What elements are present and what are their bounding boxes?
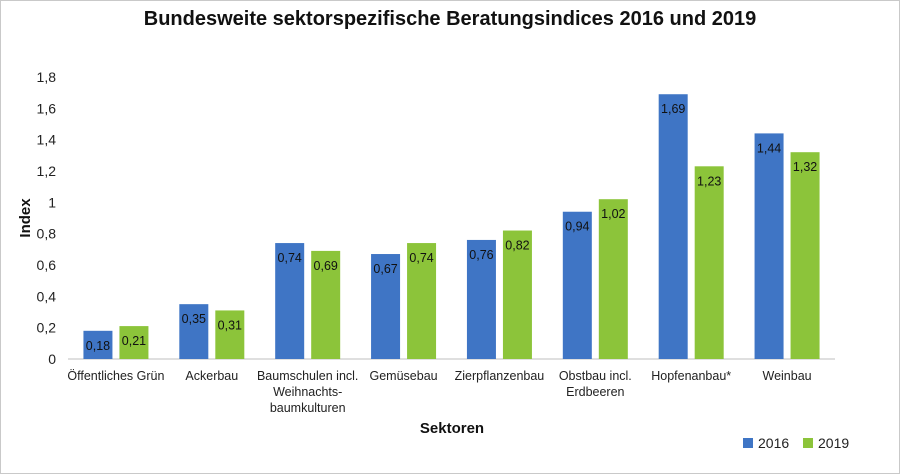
x-category-label: Baumschulen incl. Weihnachts-baumkulturen [257,369,358,415]
data-label: 1,02 [601,207,625,221]
bar-2016 [179,304,209,359]
y-tick-label: 1,2 [37,163,57,179]
legend-swatch-2016 [743,438,753,448]
bar-2019 [407,243,437,359]
legend-label-2019: 2019 [818,435,849,451]
bar-2016 [275,243,305,359]
bars: 0,18 0,35 0,74 0,67 0,76 0,94 1,69 1,44 0,21 0,31… [83,94,820,359]
data-label: 0,82 [505,239,529,253]
data-label: 0,18 [86,339,110,353]
bar-2019 [311,250,341,359]
bar-2016 [371,254,401,359]
y-tick-label: 0,6 [37,257,57,273]
data-label: 0,74 [278,251,302,265]
x-axis-title: Sektoren [420,420,484,437]
y-tick-label: 0,8 [37,226,57,242]
legend-label-2016: 2016 [758,435,789,451]
x-category-label: Gemüsebau [370,369,438,383]
x-axis-categories: Öffentliches Grün Ackerbau Baumschulen inc… [67,369,811,415]
bar-2019 [119,326,149,359]
data-label: 0,74 [409,251,433,265]
data-label: 0,94 [565,220,589,234]
bar-2019 [694,166,724,359]
bar-2019 [598,199,628,359]
data-label: 0,69 [314,259,338,273]
y-tick-label: 1,4 [37,132,57,148]
bar-2016 [754,133,784,359]
data-label: 1,32 [793,160,817,174]
bar-2016 [658,94,688,359]
y-tick-label: 1,8 [37,69,57,85]
data-label: 1,23 [697,174,721,188]
y-tick-label: 1,6 [37,100,57,116]
chart-title: Bundesweite sektorspezifische Beratungsi… [143,8,757,30]
x-category-label: Öffentliches Grün [67,369,164,383]
legend-swatch-2019 [803,438,813,448]
x-category-label: Obstbau incl. Erdbeeren [559,369,632,399]
bar-2019 [502,230,532,359]
x-category-label: Zierpflanzenbau [455,369,545,383]
data-label: 0,21 [122,334,146,348]
y-tick-label: 0,4 [37,288,57,304]
data-label: 1,69 [661,102,685,116]
data-label: 1,44 [757,141,781,155]
bar-2019 [215,310,245,359]
data-label: 0,76 [469,248,493,262]
bar-2016 [466,239,496,359]
bar-2019 [790,152,820,359]
legend: 2016 2019 [743,435,849,451]
bar-2016 [562,211,592,359]
bar-2016 [83,330,113,359]
y-tick-label: 0 [48,351,56,367]
data-label: 0,31 [218,318,242,332]
y-tick-label: 0,2 [37,320,57,336]
data-label: 0,67 [373,262,397,276]
x-category-label: Weinbau [763,369,812,383]
data-label: 0,35 [182,312,206,326]
x-category-label: Hopfenanbau* [651,369,731,383]
y-axis-ticks: 0 0,2 0,4 0,6 0,8 1 1,2 1,4 1,6 1,8 [37,69,57,367]
x-category-label: Ackerbau [185,369,238,383]
y-tick-label: 1 [48,194,56,210]
y-axis-title: Index [17,198,34,238]
